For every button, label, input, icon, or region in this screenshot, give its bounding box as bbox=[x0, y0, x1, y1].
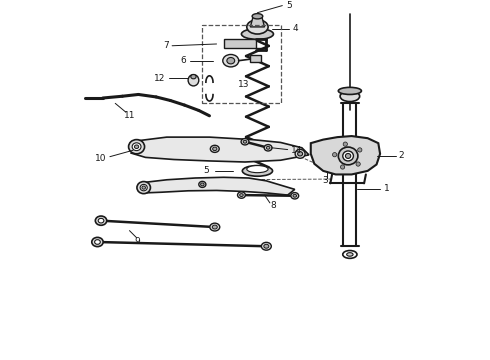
Ellipse shape bbox=[240, 194, 243, 197]
Ellipse shape bbox=[242, 29, 273, 39]
Ellipse shape bbox=[293, 194, 296, 197]
Ellipse shape bbox=[340, 91, 360, 102]
Polygon shape bbox=[131, 137, 309, 162]
Text: 1: 1 bbox=[384, 184, 390, 193]
Ellipse shape bbox=[96, 216, 107, 225]
Ellipse shape bbox=[243, 166, 272, 176]
Ellipse shape bbox=[252, 14, 263, 19]
Bar bbox=[250, 55, 261, 63]
Text: 10: 10 bbox=[95, 154, 106, 163]
Ellipse shape bbox=[243, 140, 247, 143]
Ellipse shape bbox=[291, 193, 299, 199]
Ellipse shape bbox=[140, 184, 147, 191]
Ellipse shape bbox=[199, 181, 206, 188]
Ellipse shape bbox=[213, 147, 217, 150]
Ellipse shape bbox=[241, 139, 249, 145]
Text: 12: 12 bbox=[154, 74, 165, 83]
Ellipse shape bbox=[297, 152, 303, 156]
Ellipse shape bbox=[191, 75, 196, 79]
Ellipse shape bbox=[200, 183, 204, 186]
Text: 13: 13 bbox=[238, 80, 249, 89]
Ellipse shape bbox=[338, 147, 358, 165]
Circle shape bbox=[333, 153, 337, 157]
Circle shape bbox=[343, 142, 347, 146]
Ellipse shape bbox=[188, 75, 199, 86]
Ellipse shape bbox=[210, 145, 219, 152]
Polygon shape bbox=[311, 136, 380, 175]
Text: 8: 8 bbox=[270, 201, 276, 210]
Polygon shape bbox=[138, 177, 295, 195]
Ellipse shape bbox=[338, 87, 362, 94]
Ellipse shape bbox=[343, 151, 353, 161]
Polygon shape bbox=[250, 16, 265, 27]
Ellipse shape bbox=[238, 192, 245, 198]
Circle shape bbox=[358, 148, 362, 152]
Text: 4: 4 bbox=[293, 24, 298, 33]
Ellipse shape bbox=[128, 140, 145, 154]
Ellipse shape bbox=[267, 147, 270, 149]
Ellipse shape bbox=[92, 237, 103, 247]
Circle shape bbox=[341, 165, 345, 169]
Ellipse shape bbox=[247, 20, 268, 34]
Text: 6: 6 bbox=[181, 56, 186, 65]
Text: 11: 11 bbox=[124, 111, 136, 120]
Text: 2: 2 bbox=[398, 152, 403, 161]
Text: 9: 9 bbox=[135, 237, 141, 246]
Ellipse shape bbox=[212, 225, 217, 229]
Ellipse shape bbox=[134, 145, 139, 148]
Ellipse shape bbox=[247, 166, 268, 173]
Text: 14: 14 bbox=[291, 146, 303, 155]
Ellipse shape bbox=[223, 54, 239, 67]
Ellipse shape bbox=[261, 242, 271, 250]
Ellipse shape bbox=[132, 143, 141, 150]
Ellipse shape bbox=[345, 153, 351, 158]
Ellipse shape bbox=[264, 244, 269, 248]
Text: 5: 5 bbox=[204, 166, 209, 175]
Circle shape bbox=[356, 162, 360, 166]
Ellipse shape bbox=[210, 223, 220, 231]
Ellipse shape bbox=[264, 145, 272, 151]
Text: 5: 5 bbox=[286, 1, 292, 10]
Ellipse shape bbox=[142, 186, 146, 189]
Ellipse shape bbox=[95, 240, 100, 244]
Text: 7: 7 bbox=[163, 41, 169, 50]
Bar bbox=[202, 25, 281, 103]
Ellipse shape bbox=[346, 253, 353, 256]
Bar bbox=[223, 39, 256, 48]
Ellipse shape bbox=[343, 251, 357, 258]
Ellipse shape bbox=[227, 58, 235, 64]
Ellipse shape bbox=[137, 181, 150, 194]
Ellipse shape bbox=[98, 219, 104, 223]
Text: 3: 3 bbox=[322, 176, 328, 185]
Ellipse shape bbox=[295, 149, 305, 158]
